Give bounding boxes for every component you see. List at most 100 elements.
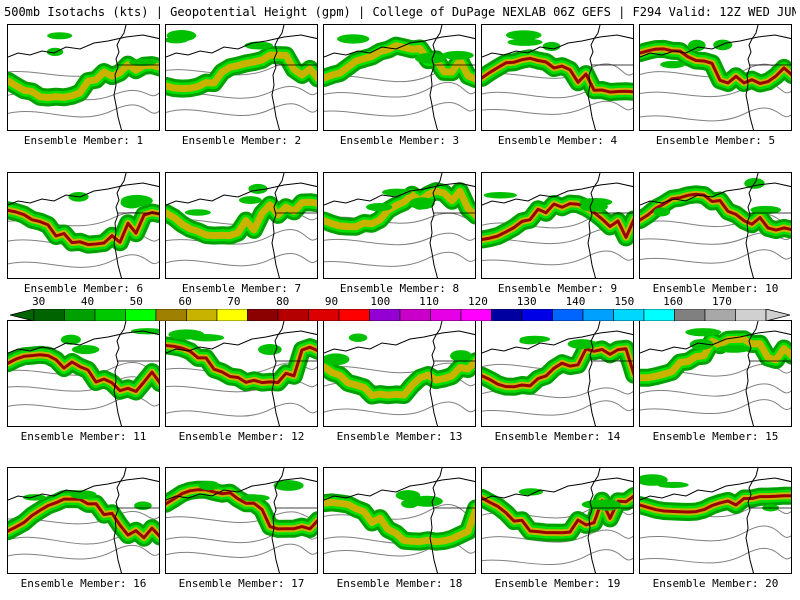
isotach-blob	[395, 490, 421, 501]
colorbar-swatch	[369, 309, 401, 321]
coastline-north	[8, 477, 159, 501]
height-contour	[482, 400, 633, 416]
member-map-svg	[640, 25, 791, 130]
height-contour	[166, 103, 317, 117]
ensemble-member-map	[481, 24, 634, 131]
member-map-svg	[166, 321, 317, 426]
isotach-blob	[567, 339, 597, 349]
height-contour	[324, 81, 475, 98]
member-map-svg	[8, 173, 159, 278]
height-contour	[640, 399, 791, 415]
isotach-band	[640, 494, 791, 514]
isotach-band	[8, 208, 159, 247]
member-caption: Ensemble Member: 5	[655, 134, 776, 147]
colorbar-swatch	[277, 309, 309, 321]
colorbar-tick-label: 40	[80, 295, 95, 308]
isotach-band	[324, 187, 475, 231]
member-map-svg	[482, 468, 633, 573]
coastline-west	[271, 321, 285, 426]
isotach-band	[640, 192, 791, 232]
ensemble-member-map	[165, 320, 318, 427]
ensemble-member-map	[481, 467, 634, 574]
member-map-svg	[8, 25, 159, 130]
member-map-svg	[166, 173, 317, 278]
isotach-blob	[409, 197, 435, 210]
member-caption: Ensemble Member: 19	[494, 577, 621, 590]
colorbar-tick-label: 30	[32, 295, 46, 308]
isotach-blob	[240, 494, 270, 502]
isotach-blob	[198, 480, 220, 491]
member-caption: Ensemble Member: 12	[178, 430, 305, 443]
height-contour	[324, 232, 475, 246]
coastline-west	[745, 25, 759, 130]
height-contour	[8, 254, 159, 268]
isotach-band	[166, 344, 317, 385]
coastline-north	[166, 182, 317, 206]
coastline-west	[271, 173, 285, 278]
coastline-north	[482, 477, 633, 501]
coastline-north	[166, 477, 317, 501]
isotach-blob	[542, 41, 561, 51]
coastline-north	[8, 330, 159, 354]
isotach-blob	[134, 501, 152, 510]
member-map-svg	[8, 468, 159, 573]
height-contour	[482, 549, 633, 566]
height-contour	[8, 396, 159, 411]
isotach-blob	[244, 41, 273, 50]
ensemble-member-map	[481, 320, 634, 427]
colorbar-tick-label: 60	[178, 295, 192, 308]
member-caption: Ensemble Member: 7	[181, 282, 302, 295]
colorbar-swatch	[582, 309, 614, 321]
coastline-north	[8, 182, 159, 206]
isotach-blob	[483, 191, 517, 199]
coastline-west	[113, 173, 127, 278]
isotach-band	[8, 497, 159, 540]
height-contour	[482, 100, 633, 115]
member-caption: Ensemble Member: 11	[20, 430, 147, 443]
colorbar-swatch	[338, 309, 370, 321]
member-caption: Ensemble Member: 17	[178, 577, 305, 590]
isotach-blob	[184, 209, 211, 216]
coastline-north	[324, 330, 475, 354]
colorbar-tick-label: 130	[516, 295, 537, 308]
isotach-blob	[324, 353, 350, 366]
ensemble-member-map	[7, 467, 160, 574]
coastline-west	[429, 321, 443, 426]
colorbar-swatch	[704, 309, 736, 321]
coastline-west	[745, 468, 759, 573]
isotach-blob	[60, 334, 81, 345]
ensemble-member-map	[639, 320, 792, 427]
coastline-west	[113, 25, 127, 130]
coastline-north	[8, 34, 159, 58]
coastline-west	[113, 468, 127, 573]
colorbar-swatch	[430, 309, 462, 321]
coastline-west	[587, 468, 601, 573]
isotach-blob	[366, 202, 393, 212]
isotach-blob	[129, 58, 157, 66]
coastline-north	[640, 477, 791, 501]
ensemble-member-map	[7, 24, 160, 131]
colorbar-swatch	[216, 309, 248, 321]
isotach-blob	[640, 474, 668, 486]
isotach-blob	[750, 205, 782, 215]
colorbar-tick-label: 80	[276, 295, 290, 308]
member-map-svg	[8, 321, 159, 426]
colorbar-swatch	[125, 309, 157, 321]
ensemble-member-map	[165, 172, 318, 279]
isotach-band	[166, 51, 317, 93]
height-contour	[640, 249, 791, 264]
isotach-blob	[687, 39, 706, 52]
isotach-blob	[653, 207, 671, 217]
colorbar-swatch	[460, 309, 492, 321]
isotach-blob	[685, 328, 722, 337]
colorbar-tick-label: 120	[467, 295, 488, 308]
member-caption: Ensemble Member: 16	[20, 577, 147, 590]
coastline-west	[429, 468, 443, 573]
colorbar-tick-label: 140	[565, 295, 586, 308]
colorbar-tick-label: 170	[711, 295, 732, 308]
ensemble-member-map	[323, 172, 476, 279]
isotach-blob	[120, 196, 144, 209]
isotach-colorbar: 30 40 50 60 70 80 90 100 110 120 130 140 150 160 170	[10, 295, 790, 321]
ensemble-member-map	[323, 467, 476, 574]
isotach-blob	[414, 52, 446, 64]
